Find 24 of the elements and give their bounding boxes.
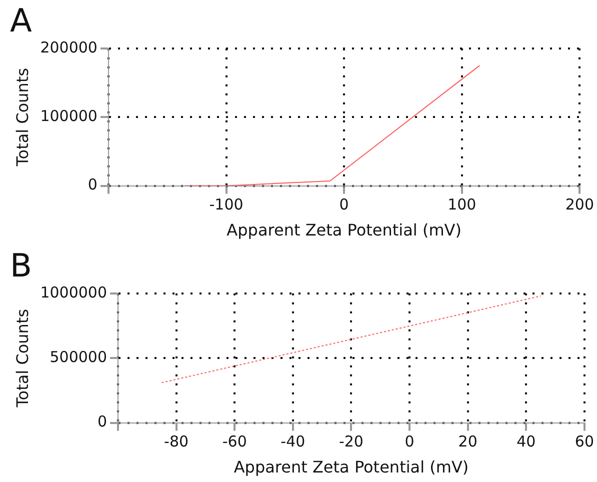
x-axis-title: Apparent Zeta Potential (mV)	[226, 220, 462, 240]
x-axis-title: Apparent Zeta Potential (mV)	[234, 458, 469, 477]
x-tick-label: -20	[338, 432, 364, 451]
x-tick-label: 60	[574, 432, 594, 451]
x-tick-label: 200	[565, 196, 594, 214]
x-tick-label: 40	[516, 432, 536, 451]
x-tick-label: -100	[209, 196, 244, 214]
y-tick-label: 0	[88, 176, 98, 194]
y-tick-label: 500000	[50, 348, 108, 366]
y-axis-title: Total Counts	[12, 308, 32, 408]
y-tick-label: 100000	[40, 106, 98, 125]
chart-title: A	[10, 2, 32, 40]
y-tick-label: 1000000	[40, 283, 108, 302]
x-tick-label: -40	[280, 432, 306, 451]
chart-title: B	[10, 246, 32, 285]
y-tick-label: 0	[97, 412, 108, 431]
x-tick-label: 0	[404, 432, 414, 451]
x-tick-label: -60	[222, 432, 247, 451]
x-tick-label: 20	[458, 432, 478, 451]
y-tick-label: 200000	[40, 38, 98, 56]
x-tick-label: -80	[164, 432, 189, 451]
y-axis-title: Total Counts	[12, 68, 32, 168]
x-tick-label: 100	[448, 196, 476, 214]
x-tick-label: 0	[339, 196, 349, 214]
